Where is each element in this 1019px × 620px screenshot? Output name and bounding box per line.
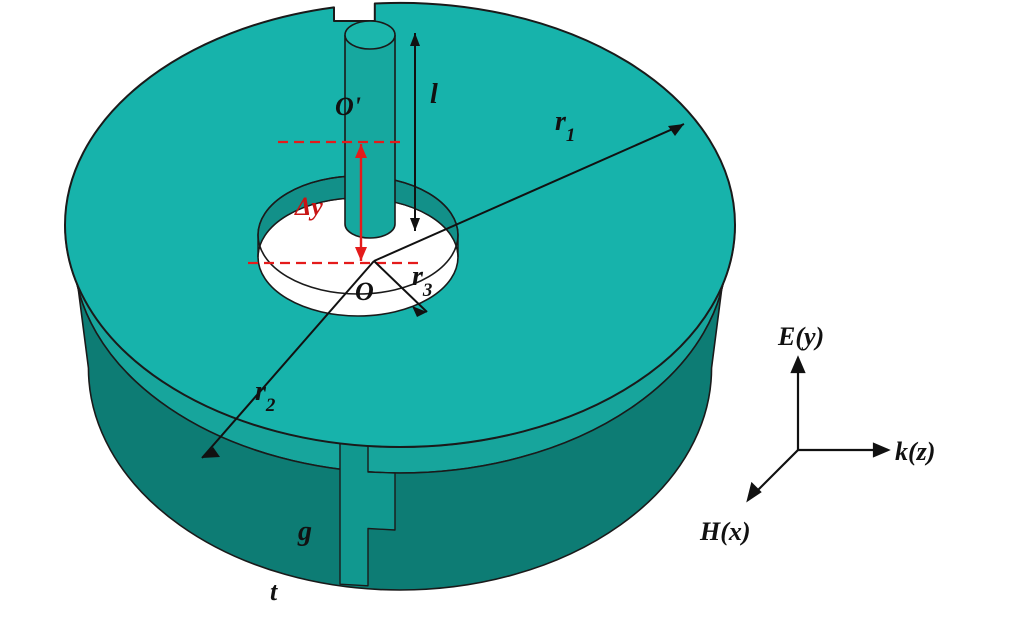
svg-text:k(z): k(z): [895, 437, 935, 466]
svg-text:l: l: [430, 79, 438, 110]
svg-text:E(y): E(y): [777, 322, 824, 351]
svg-text:O: O: [355, 277, 374, 306]
svg-text:O': O': [335, 92, 361, 121]
svg-text:g: g: [297, 516, 312, 547]
svg-text:H(x): H(x): [699, 517, 751, 546]
svg-text:t: t: [270, 577, 278, 606]
svg-text:Δy: Δy: [294, 192, 323, 221]
